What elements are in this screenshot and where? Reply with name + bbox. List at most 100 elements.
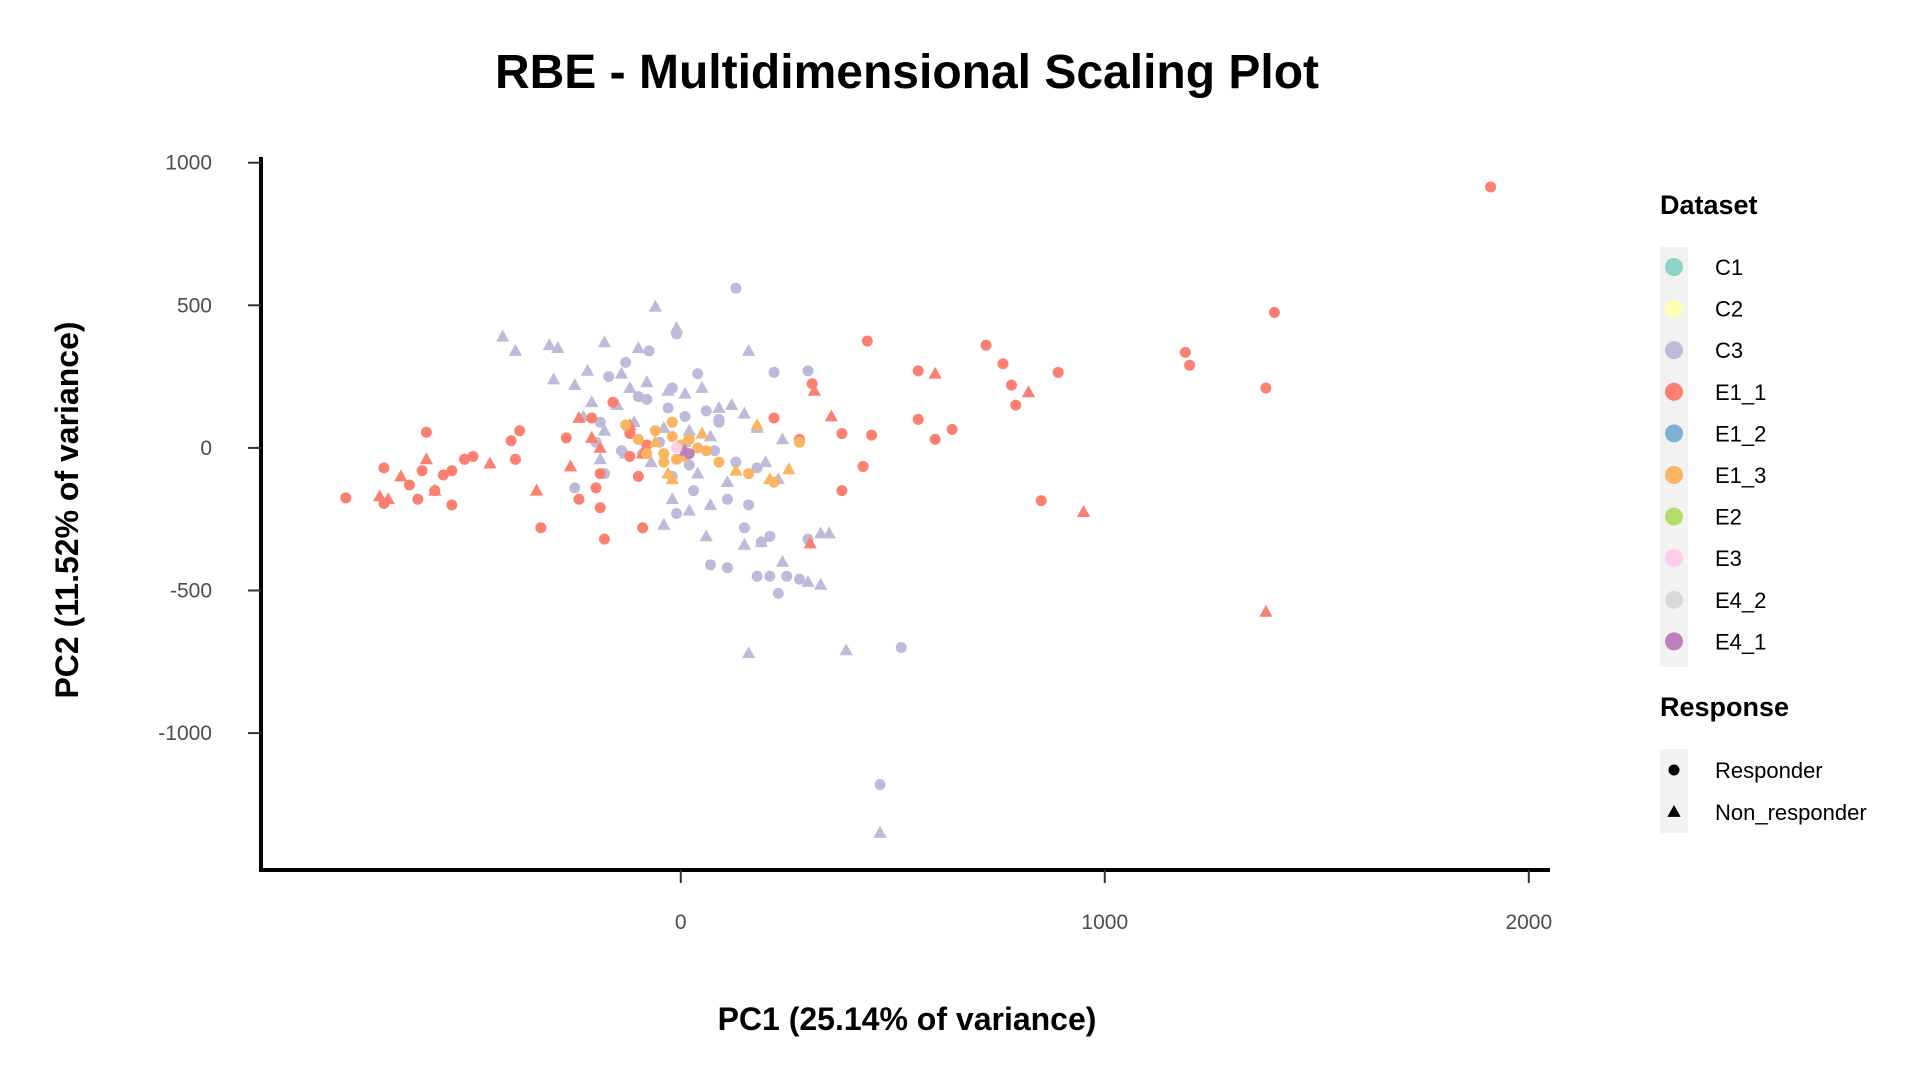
point-non-responder [737, 537, 752, 550]
point-non-responder [814, 577, 828, 590]
point-responder [658, 456, 670, 468]
legend-dataset-swatch [1665, 507, 1683, 526]
point-non-responder [741, 646, 756, 659]
point-non-responder [546, 372, 561, 385]
point-responder [738, 522, 750, 534]
legend-dataset-swatch [1665, 382, 1683, 401]
point-non-responder [1021, 385, 1036, 398]
point-non-responder [763, 472, 777, 485]
point-responder [721, 562, 733, 574]
point-non-responder [775, 554, 790, 567]
point-non-responder [669, 321, 684, 334]
legend-dataset-label: E4_1 [1715, 629, 1766, 654]
point-responder [730, 456, 742, 468]
point-responder [764, 530, 776, 542]
point-responder [721, 493, 733, 505]
point-non-responder [572, 410, 586, 423]
series-E1_1 [340, 181, 1497, 617]
point-responder [437, 469, 449, 481]
point-non-responder [483, 456, 497, 469]
point-responder [598, 533, 610, 545]
point-non-responder [631, 341, 646, 353]
point-responder [607, 396, 619, 408]
point-responder [509, 453, 521, 465]
point-responder [594, 468, 606, 480]
legend-title-dataset: Dataset [1660, 190, 1758, 220]
point-non-responder [648, 299, 662, 312]
point-responder [861, 335, 873, 347]
y-tick-label: 0 [200, 437, 212, 460]
point-responder [662, 402, 674, 414]
legend-response-key-background [1660, 749, 1688, 833]
legend-dataset-label: E4_2 [1715, 588, 1766, 613]
point-responder [594, 502, 606, 514]
point-responder [980, 339, 992, 351]
point-non-responder [597, 423, 612, 436]
point-responder [713, 456, 725, 468]
point-non-responder [803, 536, 817, 549]
point-responder [802, 365, 814, 377]
point-responder [620, 356, 632, 368]
point-responder [730, 282, 742, 294]
y-tick-label: -500 [170, 580, 212, 603]
point-responder [573, 493, 585, 505]
point-responder [603, 371, 615, 383]
point-non-responder [394, 469, 408, 482]
legend-dataset-swatch [1665, 258, 1683, 276]
point-responder [459, 453, 471, 465]
point-responder [671, 453, 683, 465]
legend-response-entries: Responder Non_responder [1667, 758, 1867, 825]
legend-dataset-swatch [1665, 299, 1683, 318]
point-non-responder [428, 483, 442, 496]
point-non-responder [720, 475, 735, 488]
point-responder [643, 345, 655, 357]
point-responder [658, 448, 670, 460]
point-non-responder [1076, 505, 1091, 517]
legend-dataset-label: E1_2 [1715, 421, 1766, 446]
y-tick-label: -1000 [158, 722, 212, 745]
point-non-responder [623, 381, 637, 393]
point-non-responder [703, 497, 718, 510]
point-responder [700, 405, 712, 417]
point-responder [1260, 382, 1272, 394]
point-responder [683, 433, 695, 445]
point-responder [641, 448, 653, 460]
point-responder [632, 391, 644, 403]
point-responder [713, 416, 725, 428]
point-responder [505, 435, 517, 447]
point-responder [692, 442, 704, 454]
point-responder [671, 508, 683, 519]
point-responder [709, 445, 721, 457]
point-responder [874, 778, 886, 790]
point-responder [420, 426, 432, 438]
series-E4_1 [678, 443, 695, 460]
point-non-responder [508, 343, 523, 356]
point-responder [467, 450, 479, 462]
point-non-responder [695, 426, 709, 439]
point-non-responder [782, 462, 796, 475]
point-responder [772, 587, 784, 599]
point-non-responder [678, 386, 692, 399]
point-non-responder [758, 455, 773, 468]
legend-dataset-swatch [1665, 590, 1683, 609]
legend-dataset-swatch [1665, 549, 1683, 568]
point-responder [590, 482, 602, 494]
legend-dataset-label: C3 [1715, 338, 1743, 363]
point-non-responder [725, 398, 739, 411]
point-non-responder [1259, 604, 1273, 617]
point-non-responder [754, 535, 768, 547]
legend-dataset-swatch [1665, 632, 1683, 651]
point-responder [793, 436, 805, 448]
point-non-responder [593, 452, 607, 465]
legend-dataset-label: E3 [1715, 546, 1742, 571]
point-non-responder [682, 423, 696, 436]
point-responder [768, 412, 780, 424]
plot-area [340, 181, 1497, 838]
series-C3 [496, 282, 907, 838]
point-responder [620, 419, 632, 431]
point-non-responder [644, 455, 658, 468]
point-responder [692, 368, 704, 380]
point-responder [666, 430, 678, 442]
point-non-responder [928, 366, 942, 379]
point-responder [1006, 379, 1018, 391]
